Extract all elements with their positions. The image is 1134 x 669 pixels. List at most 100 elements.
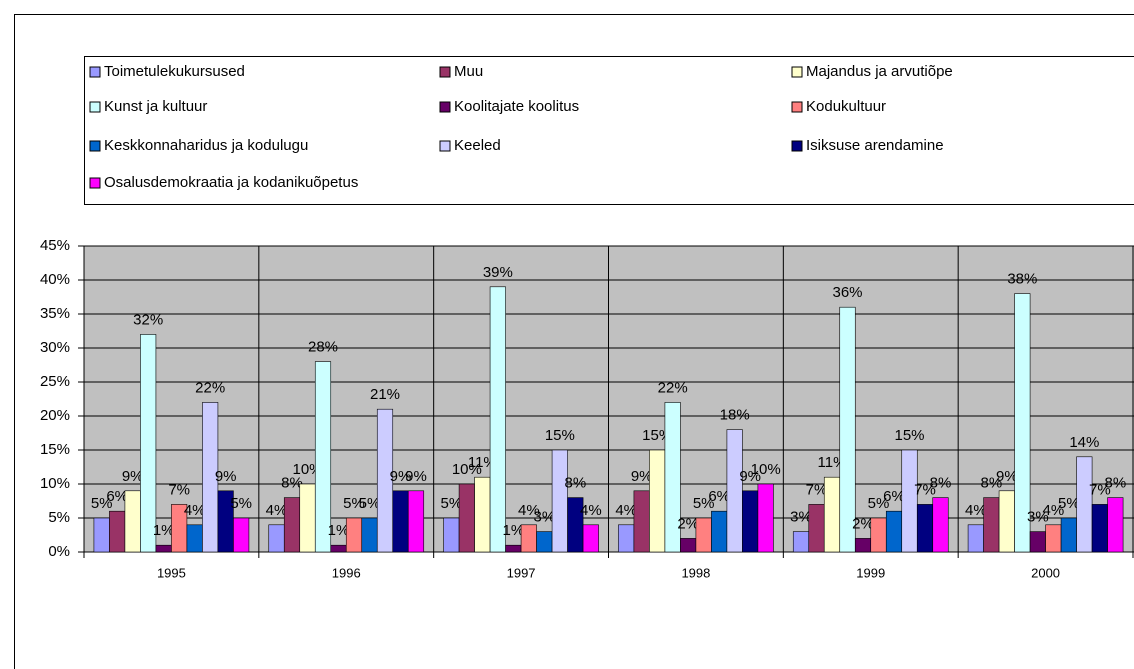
y-tick-label: 5% (48, 509, 70, 526)
data-label: 4% (1042, 502, 1064, 519)
data-label: 4% (615, 502, 637, 519)
x-tick-label: 1995 (157, 565, 186, 580)
legend-label: Isiksuse arendamine (806, 137, 944, 154)
data-label: 8% (930, 475, 952, 492)
bar (901, 449, 918, 553)
data-label: 9% (405, 468, 427, 485)
legend-label: Majandus ja arvutiõpe (806, 63, 953, 80)
bar (649, 449, 666, 553)
y-tick-label: 35% (40, 305, 70, 322)
legend-swatch (439, 101, 451, 113)
data-label: 3% (533, 509, 555, 526)
bar (998, 490, 1015, 553)
bar (885, 510, 903, 553)
bar (582, 524, 599, 553)
data-label: 7% (914, 481, 936, 498)
data-label: 5% (91, 495, 113, 512)
bar (505, 544, 522, 553)
legend-label: Keskkonnaharidus ja kodulugu (104, 137, 308, 154)
bar (551, 449, 568, 553)
data-label: 3% (790, 509, 812, 526)
legend-swatch (89, 101, 101, 113)
data-label: 5% (359, 495, 381, 512)
data-label: 36% (832, 284, 862, 301)
y-tick-label: 0% (48, 543, 70, 560)
legend-swatch (89, 177, 101, 189)
x-tick-label: 1999 (856, 565, 885, 580)
data-label: 5% (868, 495, 890, 512)
bar (283, 497, 301, 553)
data-label: 1% (328, 522, 350, 539)
legend-swatch (89, 66, 101, 78)
data-label: 6% (883, 488, 905, 505)
bar (474, 476, 491, 553)
data-label: 4% (518, 502, 540, 519)
data-label: 8% (564, 475, 586, 492)
bar (1014, 293, 1031, 553)
data-label: 4% (965, 502, 987, 519)
legend-swatch (791, 140, 803, 152)
data-label: 32% (133, 311, 163, 328)
bar (726, 429, 743, 553)
legend-swatch (791, 66, 803, 78)
bar (268, 524, 285, 553)
bar (458, 483, 475, 553)
data-label: 11% (818, 454, 847, 471)
x-tick-label: 1998 (681, 565, 710, 580)
data-label: 7% (806, 481, 828, 498)
bar (916, 504, 934, 553)
legend-swatch (89, 140, 101, 152)
x-tick-label: 1997 (507, 565, 536, 580)
bar (140, 334, 157, 553)
data-label: 4% (184, 502, 206, 519)
legend-label: Muu (454, 63, 483, 80)
data-label: 5% (230, 495, 252, 512)
bar (618, 524, 635, 553)
legend-label: Osalusdemokraatia ja kodanikuõpetus (104, 174, 358, 191)
bar (299, 483, 316, 553)
bar (93, 517, 110, 553)
bar (202, 402, 219, 553)
bar (330, 544, 347, 553)
data-label: 39% (483, 264, 513, 281)
legend-label: Toimetulekukursused (104, 63, 245, 80)
y-tick-label: 30% (40, 339, 70, 356)
bar (1060, 517, 1077, 553)
bar (155, 544, 172, 553)
data-label: 8% (281, 475, 303, 492)
data-label: 9% (390, 468, 412, 485)
bar (854, 538, 872, 553)
bar (967, 524, 984, 553)
legend-swatch (439, 140, 451, 152)
data-label: 10% (452, 461, 482, 478)
data-label: 4% (266, 502, 288, 519)
x-tick-label: 2000 (1031, 565, 1060, 580)
bar (407, 490, 425, 553)
data-label: 18% (720, 407, 750, 424)
data-label: 8% (980, 475, 1002, 492)
bar (392, 490, 409, 553)
y-tick-label: 45% (40, 237, 70, 254)
data-label: 5% (1058, 495, 1080, 512)
bar (361, 517, 378, 553)
bar (932, 497, 949, 553)
bar (443, 517, 460, 553)
data-label: 14% (1069, 434, 1099, 451)
bar (124, 490, 141, 553)
data-label: 5% (440, 495, 462, 512)
bar (1091, 504, 1108, 553)
bar (695, 517, 712, 553)
bar (823, 476, 841, 553)
data-label: 9% (631, 468, 653, 485)
bar (808, 504, 825, 553)
legend-label: Koolitajate koolitus (454, 98, 579, 115)
data-label: 28% (308, 339, 338, 356)
legend-box (84, 56, 1134, 205)
bar (233, 517, 250, 553)
bar (376, 408, 394, 553)
data-label: 7% (168, 481, 190, 498)
bar (742, 490, 759, 553)
bar (1045, 524, 1062, 553)
legend-label: Kunst ja kultuur (104, 98, 207, 115)
data-label: 7% (1089, 481, 1111, 498)
